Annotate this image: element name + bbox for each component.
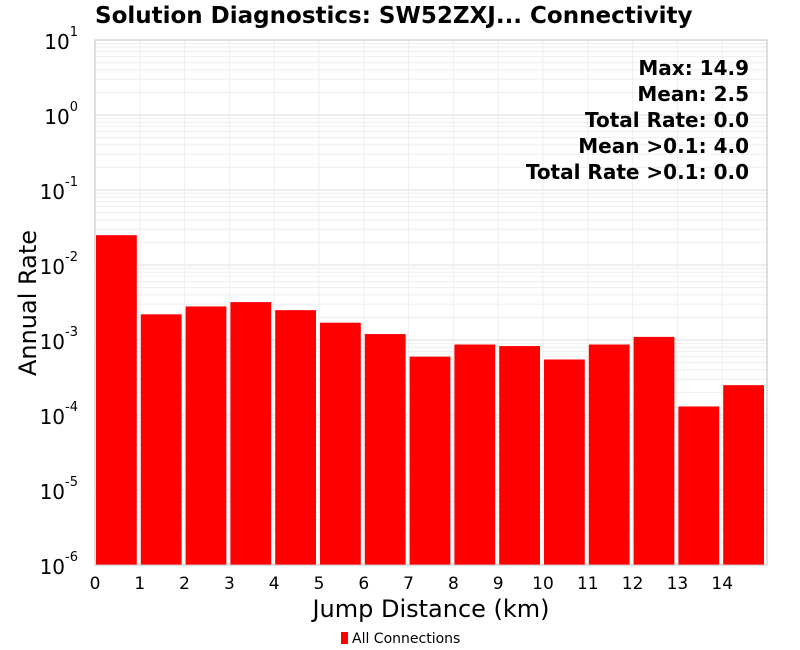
y-tick-label: 100 [44,100,78,129]
bar [454,344,496,565]
y-tick-label: 10-3 [40,325,78,354]
stat-annotation: Mean >0.1: 4.0 [578,134,749,158]
bar [96,235,137,566]
y-tick-labels: 10-6 10-5 10-4 10-3 10-2 10-1 100 101 [40,25,78,579]
stat-annotation: Total Rate: 0.0 [585,108,749,132]
bar [723,385,764,565]
legend-swatch-all-connections [341,632,348,644]
x-tick-label: 4 [269,574,280,594]
y-tick-label: 101 [44,25,78,54]
bar [544,359,585,565]
legend: All Connections [341,631,460,647]
bar [230,302,272,565]
stat-annotation: Max: 14.9 [638,56,749,80]
bar [320,322,361,565]
stat-annotation: Mean: 2.5 [637,82,749,106]
x-tick-label: 1 [134,574,145,594]
bar [588,344,630,565]
y-tick-label: 10-2 [40,250,78,279]
x-tick-label: 0 [90,574,101,594]
plot-frame [94,39,768,566]
x-tick-label: 12 [622,574,644,594]
x-tick-label: 14 [711,574,733,594]
x-tick-label: 2 [179,574,190,594]
bar [633,336,675,565]
x-tick-label: 8 [448,574,459,594]
x-tick-label: 3 [224,574,235,594]
bar [499,346,540,565]
x-tick-label: 5 [314,574,325,594]
x-tick-label: 11 [577,574,599,594]
bars [96,235,764,566]
bar [275,310,316,565]
bar [140,314,182,565]
x-tick-label: 9 [493,574,504,594]
y-tick-label: 10-5 [40,475,78,504]
chart-title: Solution Diagnostics: SW52ZXJ... Connect… [95,3,692,29]
y-tick-label: 10-1 [40,175,78,204]
x-tick-label: 10 [532,574,554,594]
x-tick-labels: 0 1 2 3 4 5 6 7 8 9 10 11 12 13 14 [90,574,733,594]
y-tick-label: 10-4 [40,400,78,429]
bar [364,334,406,565]
bar [678,406,720,565]
bar [409,356,451,565]
y-axis-label: Annual Rate [14,230,42,376]
bar [185,306,227,565]
legend-label-all-connections: All Connections [352,631,460,647]
x-tick-label: 6 [358,574,369,594]
y-tick-label: 10-6 [40,550,78,579]
x-tick-label: 7 [403,574,414,594]
x-axis-label: Jump Distance (km) [310,595,549,623]
stat-annotation: Total Rate >0.1: 0.0 [526,160,749,184]
x-tick-label: 13 [667,574,689,594]
